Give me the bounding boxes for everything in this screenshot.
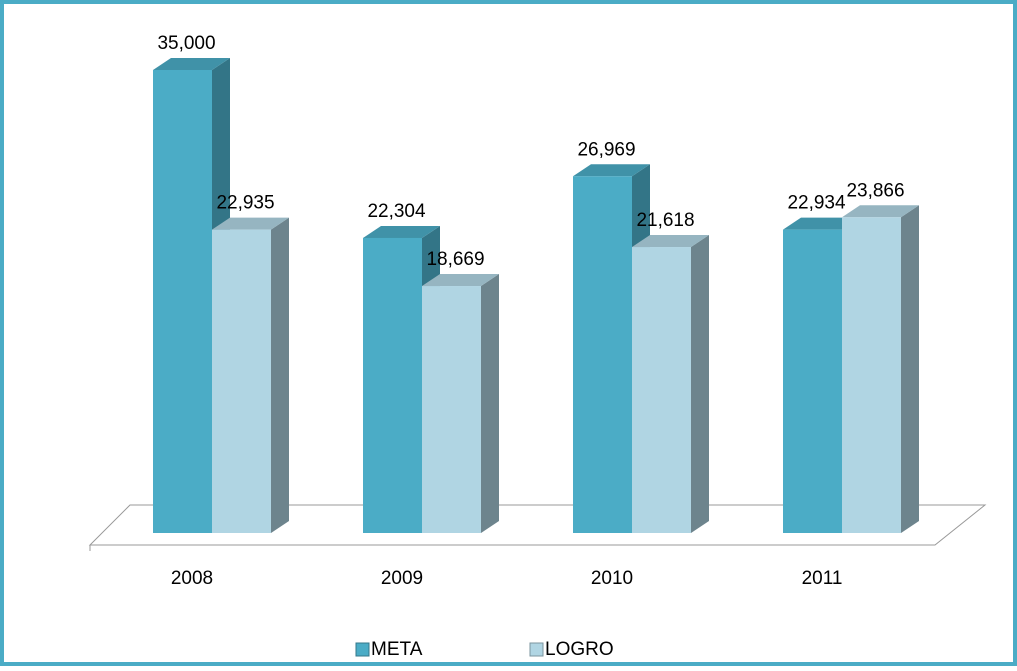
legend-swatch <box>529 642 544 657</box>
x-tick-label: 2011 <box>802 568 843 589</box>
value-label: 21,618 <box>636 210 694 231</box>
legend-label: LOGRO <box>545 639 614 660</box>
x-tick-label: 2009 <box>381 568 423 589</box>
bar-top <box>363 225 440 238</box>
bar <box>573 176 632 534</box>
bar-top <box>783 217 860 230</box>
bar-side <box>481 274 499 533</box>
x-tick-label: 2008 <box>171 568 213 589</box>
bar-top <box>212 217 289 230</box>
bar-top <box>422 274 499 287</box>
bar-side <box>271 217 289 533</box>
floor <box>88 504 987 546</box>
bar <box>363 237 422 533</box>
bar-side <box>691 235 709 533</box>
bar <box>153 70 212 533</box>
value-label: 22,935 <box>216 193 274 214</box>
bar <box>422 286 481 533</box>
bar <box>632 247 691 533</box>
legend-label: META <box>371 639 423 660</box>
value-label: 23,866 <box>846 180 904 201</box>
value-label: 22,304 <box>367 201 426 222</box>
x-tick-label: 2010 <box>591 568 633 589</box>
bar <box>783 229 842 533</box>
value-label: 35,000 <box>157 33 215 54</box>
bar <box>842 217 901 533</box>
bar-top <box>842 205 919 218</box>
value-label: 18,669 <box>426 249 484 270</box>
value-label: 22,934 <box>787 193 846 214</box>
legend-swatch <box>355 642 370 657</box>
bar <box>212 229 271 533</box>
bar-top <box>632 235 709 248</box>
bar-side <box>901 205 919 533</box>
value-label: 26,969 <box>577 139 635 160</box>
bar-top <box>573 164 650 177</box>
bar-top <box>153 58 230 70</box>
